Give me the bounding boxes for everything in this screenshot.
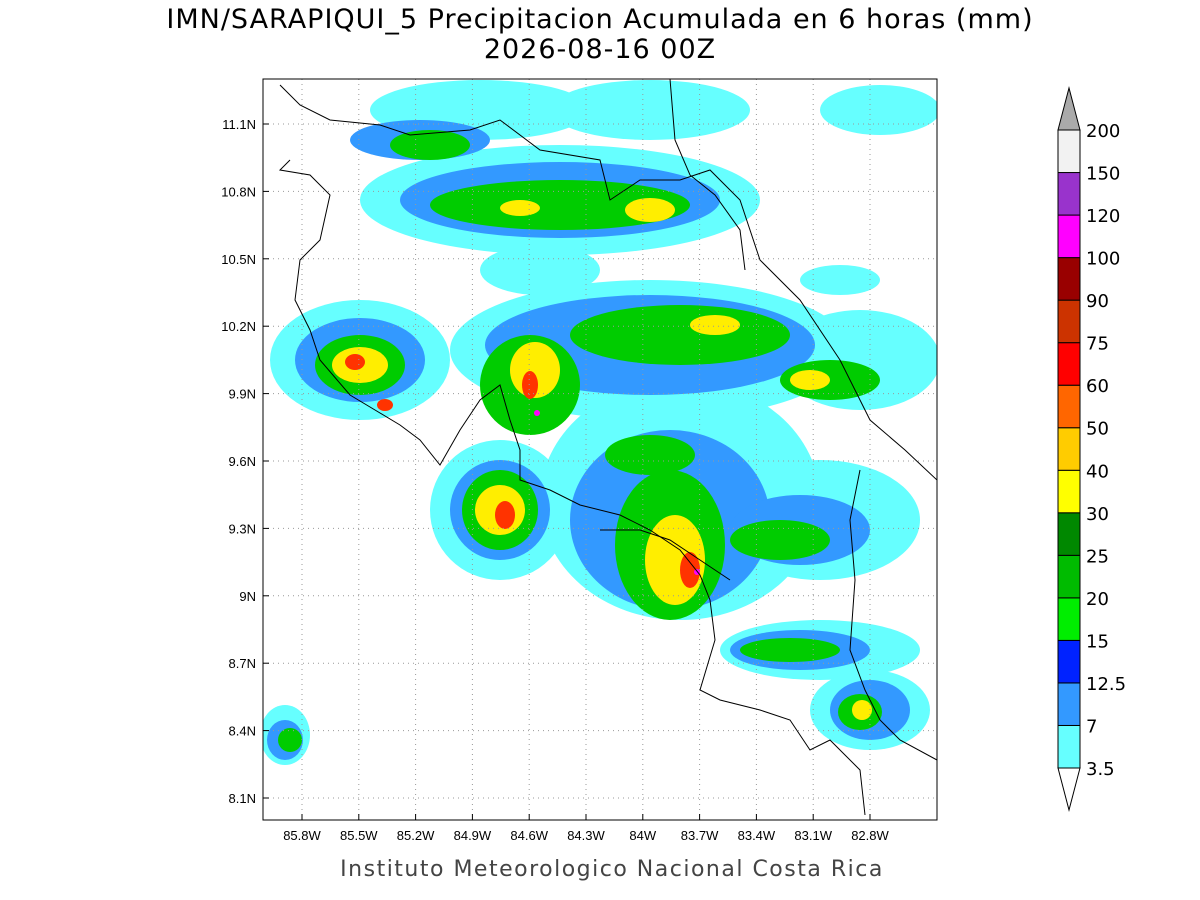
lat-label: 9.3N bbox=[229, 521, 256, 536]
colorbar-box bbox=[1057, 597, 1081, 641]
map-frame bbox=[262, 78, 938, 821]
lat-label: 8.1N bbox=[229, 791, 256, 806]
colorbar-label: 12.5 bbox=[1086, 674, 1126, 695]
colorbar-label: 100 bbox=[1086, 249, 1120, 270]
colorbar-box bbox=[1057, 512, 1081, 556]
colorbar-label: 3.5 bbox=[1086, 759, 1115, 780]
colorbar: 3.5 7 12.5 15 20 25 30 40 50 60 75 90 100 120 150 200 bbox=[1057, 86, 1126, 812]
colorbar-label: 120 bbox=[1086, 206, 1120, 227]
lon-label: 85.2W bbox=[397, 828, 435, 843]
colorbar-label: 20 bbox=[1086, 589, 1109, 610]
colorbar-label: 40 bbox=[1086, 461, 1109, 482]
colorbar-label: 60 bbox=[1086, 376, 1109, 397]
colorbar-box bbox=[1057, 342, 1081, 386]
lon-label: 84W bbox=[629, 828, 656, 843]
lat-label: 8.7N bbox=[229, 656, 256, 671]
lat-label: 11.1N bbox=[222, 117, 256, 132]
colorbar-box bbox=[1057, 257, 1081, 301]
lat-label: 8.4N bbox=[229, 724, 256, 739]
colorbar-label: 50 bbox=[1086, 419, 1109, 440]
colorbar-label: 7 bbox=[1086, 716, 1097, 737]
lon-label: 83.4W bbox=[738, 828, 776, 843]
colorbar-box bbox=[1057, 299, 1081, 344]
lon-label: 84.6W bbox=[510, 828, 548, 843]
lon-label: 83.1W bbox=[794, 828, 832, 843]
lat-label: 10.8N bbox=[221, 184, 256, 199]
colorbar-over bbox=[1057, 86, 1081, 131]
colorbar-box bbox=[1057, 554, 1081, 599]
colorbar-label: 15 bbox=[1086, 631, 1109, 652]
colorbar-box bbox=[1057, 427, 1081, 471]
subtitle: 2026-08-16 00Z bbox=[484, 34, 716, 65]
colorbar-under bbox=[1057, 767, 1081, 812]
title: IMN/SARAPIQUI_5 Precipitacion Acumulada … bbox=[166, 4, 1033, 35]
lon-label: 83.7W bbox=[681, 828, 719, 843]
colorbar-label: 75 bbox=[1086, 334, 1109, 355]
coastlines bbox=[278, 79, 937, 816]
coastline bbox=[278, 159, 866, 816]
colorbar-label: 200 bbox=[1086, 121, 1120, 142]
lat-label: 9.9N bbox=[229, 387, 256, 402]
precipitation-field bbox=[263, 80, 937, 765]
colorbar-label: 25 bbox=[1086, 546, 1109, 567]
border bbox=[849, 469, 937, 761]
colorbar-label: 90 bbox=[1086, 291, 1109, 312]
colorbar-box bbox=[1057, 214, 1081, 259]
lon-label: 84.9W bbox=[454, 828, 492, 843]
lat-label: 9.6N bbox=[229, 454, 256, 469]
colorbar-box bbox=[1057, 469, 1081, 514]
lat-label: 9N bbox=[239, 589, 256, 604]
colorbar-label: 150 bbox=[1086, 164, 1120, 185]
lat-label: 10.2N bbox=[221, 319, 256, 334]
lon-label: 85.5W bbox=[340, 828, 378, 843]
graticule: 11.1N 10.8N 10.5N 10.2N 9.9N 9.6N 9.3N 9N 8.7N 8.… bbox=[221, 79, 937, 843]
border bbox=[669, 79, 746, 271]
colorbar-box bbox=[1057, 682, 1081, 726]
coastline bbox=[279, 84, 937, 481]
rain-red bbox=[345, 354, 700, 588]
lon-label: 82.8W bbox=[851, 828, 889, 843]
colorbar-box bbox=[1057, 639, 1081, 684]
lon-label: 85.8W bbox=[283, 828, 321, 843]
coastline bbox=[600, 529, 731, 581]
colorbar-box bbox=[1057, 384, 1081, 429]
colorbar-box bbox=[1057, 724, 1081, 769]
lat-label: 10.5N bbox=[221, 252, 256, 267]
colorbar-label: 30 bbox=[1086, 504, 1109, 525]
footer: Instituto Meteorologico Nacional Costa R… bbox=[340, 857, 884, 882]
lon-label: 84.3W bbox=[567, 828, 605, 843]
colorbar-box bbox=[1057, 172, 1081, 216]
colorbar-box bbox=[1057, 129, 1081, 174]
